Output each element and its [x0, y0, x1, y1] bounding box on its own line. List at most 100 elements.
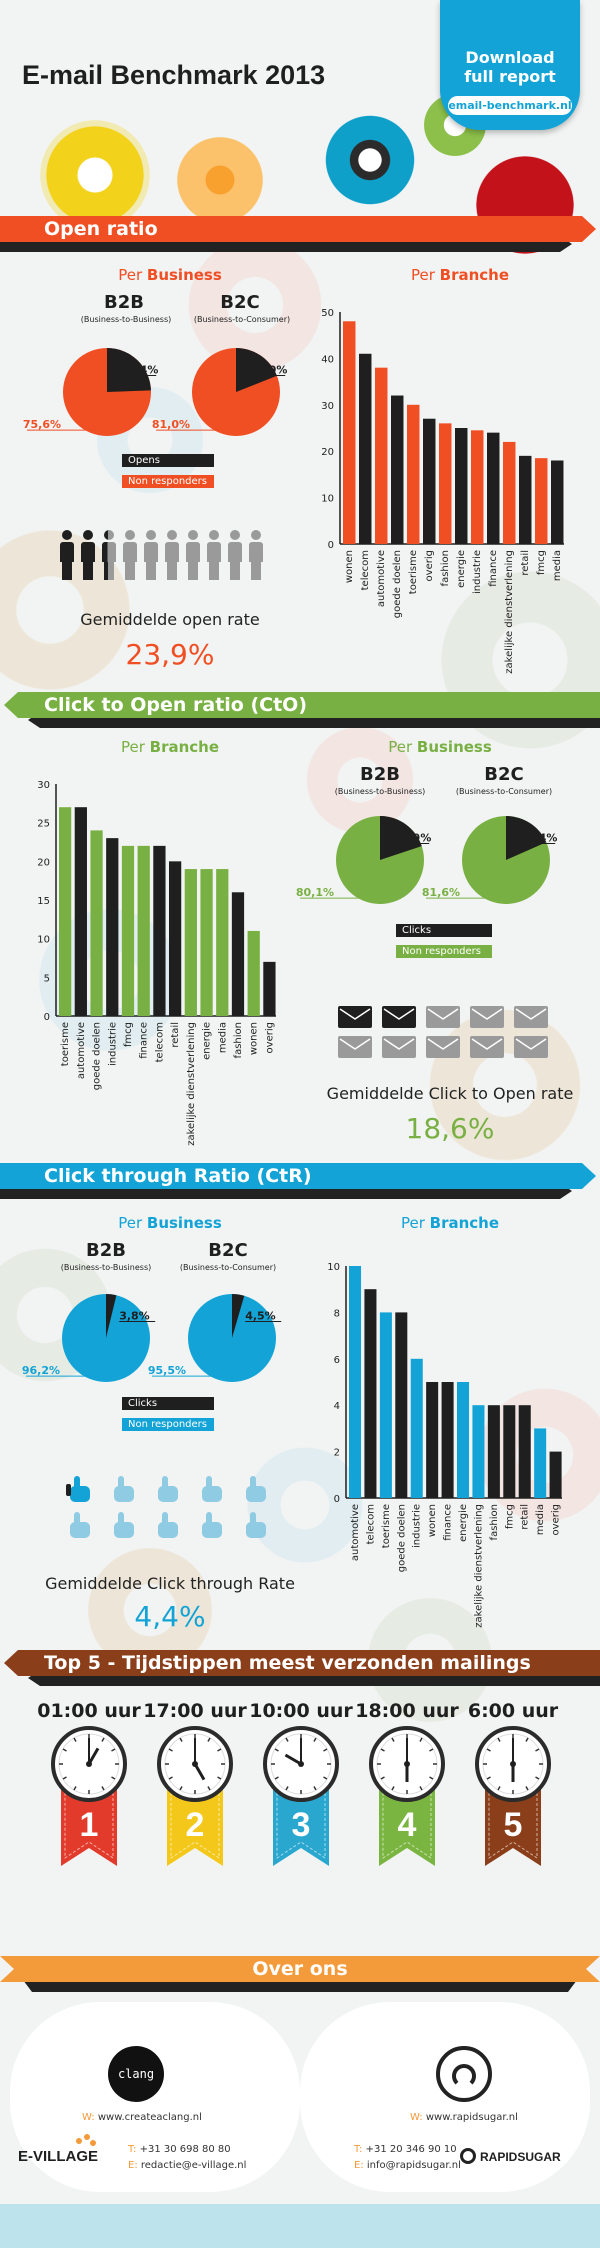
bar-fashion	[231, 892, 245, 1016]
bar-overig	[263, 961, 276, 1016]
x-tick-label: industrie	[472, 550, 483, 594]
bar-overig	[423, 418, 436, 544]
right-web[interactable]: W: www.rapidsugar.nl	[410, 2112, 570, 2123]
left-email[interactable]: E: redactie@e-village.nl	[128, 2160, 246, 2171]
pie-value-label: 3,8%	[119, 1310, 150, 1323]
banner-open-ratio: Open ratio	[0, 216, 600, 252]
y-tick-label: 0	[44, 1012, 50, 1023]
cto-envelope-icons	[338, 1006, 558, 1066]
x-tick-label: retail	[520, 1504, 531, 1530]
pie-slice-opens	[107, 348, 151, 392]
top5-time-label: 10:00 uur	[249, 1700, 353, 1722]
bar-toerisme	[407, 404, 420, 544]
y-tick-label: 20	[37, 857, 50, 868]
person-icon	[186, 530, 200, 582]
ctr-per-branche-prefix: Per	[400, 1214, 425, 1232]
x-tick-label: goede doelen	[396, 1504, 407, 1572]
x-tick-label: overig	[551, 1504, 562, 1535]
left-web[interactable]: W: www.createaclang.nl	[82, 2112, 242, 2123]
person-icon	[81, 530, 95, 582]
envelope-icon	[514, 1006, 548, 1028]
footer-cloud-left	[10, 2002, 300, 2192]
x-tick-label: goede doelen	[392, 550, 403, 618]
left-web-url[interactable]: www.createaclang.nl	[97, 2112, 202, 2123]
bar-finance	[487, 432, 500, 544]
banner-over-ons-title: Over ons	[252, 1958, 348, 1980]
bar-retail	[518, 1405, 531, 1498]
y-tick-label: 5	[44, 973, 50, 984]
person-icon	[60, 530, 74, 582]
ctr-b2c-title: B2C	[208, 1240, 248, 1261]
pie-value-label: 4,5%	[245, 1310, 276, 1323]
download-line-1: Download	[465, 48, 555, 67]
x-tick-label: zakelijke dienstverlening	[186, 1022, 197, 1146]
right-email-address[interactable]: info@rapidsugar.nl	[366, 2160, 461, 2171]
y-tick-label: 10	[37, 935, 50, 946]
pointer-hand-icon	[242, 1512, 270, 1542]
x-tick-label: toerisme	[408, 550, 419, 594]
download-line-2: full report	[464, 67, 556, 86]
x-tick-label: goede doelen	[92, 1022, 103, 1090]
top5-time-label: 01:00 uur	[37, 1700, 141, 1722]
footer: clang W: www.createaclang.nl E-VILLAGE T…	[0, 1992, 600, 2248]
y-tick-label: 50	[321, 308, 334, 319]
rapidsugar-brand: RAPIDSUGAR	[460, 2148, 561, 2164]
pie-value-label: 96,2%	[22, 1364, 60, 1377]
top5-item: 10:00 uur 3	[246, 1700, 356, 1880]
x-tick-label: industrie	[412, 1504, 423, 1548]
bar-toerisme	[379, 1312, 392, 1498]
x-tick-label: energie	[458, 1504, 469, 1542]
banner-top5: Top 5 - Tijdstippen meest verzonden mail…	[0, 1650, 600, 1686]
ctr-per-business-heading: Per Business	[40, 1214, 300, 1232]
ctr-legend-clicks: Clicks	[122, 1397, 214, 1410]
download-badge[interactable]: Download full report email-benchmark.nl	[440, 0, 580, 130]
banner-ctr: Click through Ratio (CtR)	[0, 1163, 600, 1199]
cto-legend-non: Non responders	[396, 944, 492, 958]
y-tick-label: 40	[321, 354, 334, 365]
top5-item: 01:00 uur 1	[34, 1700, 144, 1880]
x-tick-label: fmcg	[123, 1022, 134, 1047]
pointer-hand-icon	[242, 1476, 270, 1506]
ctr-avg-label: Gemiddelde Click through Rate	[45, 1574, 295, 1593]
clock-icon	[263, 1726, 339, 1802]
bar-automotive	[74, 807, 87, 1016]
right-web-url[interactable]: www.rapidsugar.nl	[425, 2112, 518, 2123]
pie-slice-opens	[236, 348, 277, 392]
bar-retail	[519, 455, 532, 544]
ctr-avg-value: 4,4%	[134, 1600, 206, 1633]
right-phone: T: +31 20 346 90 10	[354, 2144, 457, 2155]
bar-media	[216, 869, 229, 1016]
cto-per-branche-word: Branche	[149, 738, 220, 756]
bar-wonen	[343, 321, 356, 544]
footer-ground	[0, 2204, 600, 2248]
ctr-per-branche-word: Branche	[429, 1214, 500, 1232]
person-icon	[228, 530, 242, 582]
y-tick-label: 0	[328, 540, 334, 551]
ctr-b2b-sub: (Business-to-Business)	[60, 1263, 152, 1272]
pie-value-label: 81,6%	[422, 886, 460, 899]
bar-finance	[137, 845, 150, 1016]
bar-industrie	[471, 430, 484, 544]
envelope-icon	[338, 1036, 372, 1058]
pie-value-label: 81,0%	[152, 418, 190, 431]
evillage-dots	[76, 2134, 98, 2148]
x-tick-label: retail	[520, 550, 531, 576]
bar-zakelijke-dienstverlening	[184, 869, 197, 1016]
pie-slice-clicks	[232, 1294, 245, 1338]
right-email[interactable]: E: info@rapidsugar.nl	[354, 2160, 461, 2171]
bar-industrie	[410, 1358, 423, 1498]
x-tick-label: finance	[139, 1022, 150, 1059]
download-link[interactable]: email-benchmark.nl	[448, 96, 572, 115]
ctr-b2b-title: B2B	[86, 1240, 126, 1261]
bar-zakelijke-dienstverlening	[503, 441, 516, 544]
left-email-address[interactable]: redactie@e-village.nl	[140, 2160, 247, 2171]
bar-fmcg	[535, 458, 548, 544]
x-tick-label: toerisme	[60, 1022, 71, 1066]
bar-telecom	[364, 1289, 377, 1498]
cto-per-branche-prefix: Per	[120, 738, 145, 756]
bar-telecom	[153, 845, 166, 1016]
